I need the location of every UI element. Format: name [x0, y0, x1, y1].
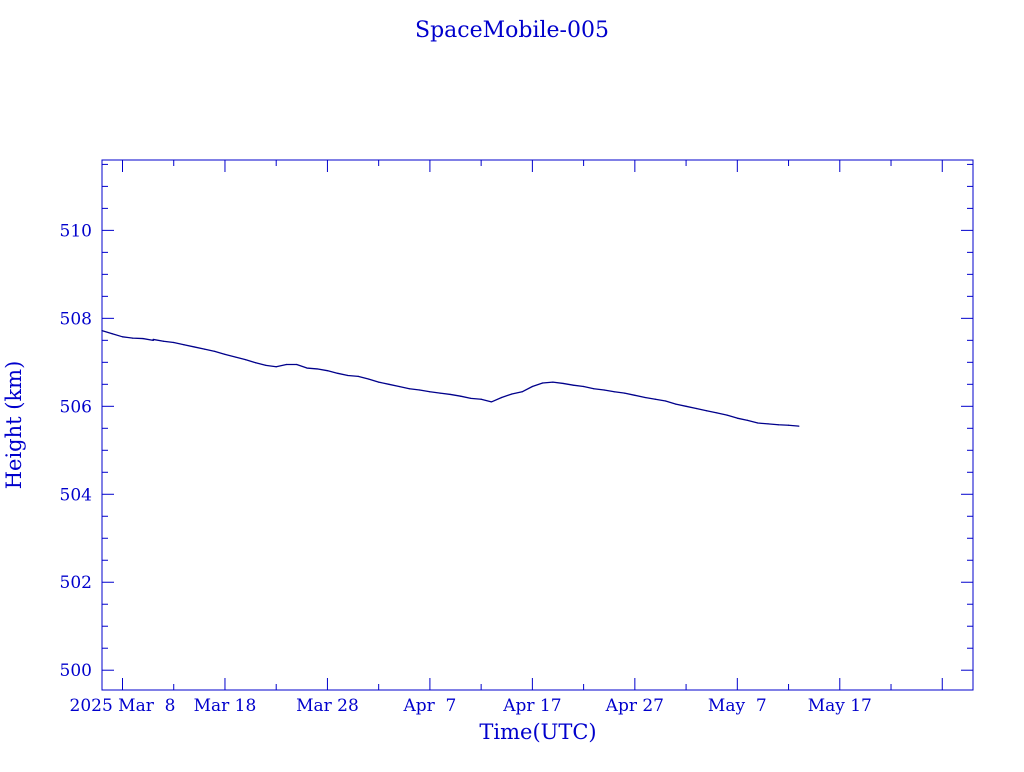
data-point — [275, 366, 277, 368]
x-tick-label: Apr 27 — [605, 696, 664, 716]
data-point — [736, 417, 738, 419]
data-point — [306, 367, 308, 369]
data-point — [572, 384, 574, 386]
data-point — [296, 363, 298, 366]
data-point — [552, 381, 554, 383]
data-point — [398, 385, 400, 388]
x-tick-label: Mar 18 — [194, 696, 257, 716]
data-point — [121, 336, 124, 338]
data-point — [316, 368, 318, 370]
data-point — [521, 391, 523, 393]
data-point — [644, 396, 646, 399]
data-point — [439, 392, 441, 394]
data-point — [419, 389, 421, 391]
data-point — [777, 424, 779, 426]
data-point — [798, 425, 800, 427]
y-tick-label: 502 — [60, 573, 92, 593]
data-point — [746, 419, 749, 421]
data-point — [583, 385, 585, 388]
data-point — [224, 353, 226, 356]
data-point — [408, 388, 411, 390]
x-tick-label: Apr 17 — [502, 696, 561, 716]
data-point — [705, 410, 708, 412]
y-axis: 500 502 504 506 508 510 — [60, 163, 973, 681]
data-point — [562, 382, 564, 385]
data-point — [132, 337, 134, 339]
data-point — [716, 412, 718, 414]
series-layer — [101, 330, 800, 427]
data-point — [511, 393, 513, 395]
data-point — [111, 333, 113, 335]
data-point — [285, 363, 288, 366]
data-point — [593, 388, 595, 390]
data-point — [634, 394, 636, 396]
data-point — [378, 381, 380, 383]
data-point — [142, 337, 144, 340]
data-point — [357, 375, 359, 377]
x-tick-label: May 17 — [808, 696, 872, 716]
data-point — [152, 339, 154, 341]
y-tick-label: 508 — [60, 309, 92, 329]
data-point — [603, 389, 605, 391]
data-point — [173, 341, 175, 344]
y-tick-label: 500 — [60, 661, 92, 681]
data-point — [654, 398, 656, 400]
x-axis: 2025 Mar 8 Mar 18 Mar 28 Apr 7 Apr 17 Apr 27 M… — [70, 160, 943, 716]
data-point — [234, 356, 236, 358]
data-point — [244, 359, 247, 361]
data-point — [787, 424, 790, 426]
data-point — [326, 370, 329, 372]
data-point — [193, 346, 195, 348]
data-point — [460, 395, 462, 397]
data-point — [449, 393, 451, 396]
data-point — [685, 405, 687, 407]
data-point — [203, 348, 206, 350]
data-point — [767, 423, 769, 425]
chart-title: SpaceMobile-005 — [415, 18, 609, 43]
data-point — [531, 385, 533, 388]
data-point — [367, 378, 370, 380]
data-point — [255, 362, 257, 364]
data-point — [664, 400, 667, 402]
data-point — [183, 344, 185, 346]
y-tick-label: 504 — [60, 485, 92, 505]
data-point — [265, 364, 267, 366]
data-point — [101, 330, 103, 332]
y-tick-label: 506 — [60, 397, 92, 417]
y-tick-label: 510 — [60, 221, 92, 241]
x-tick-label: Apr 7 — [402, 696, 456, 716]
x-axis-label: Time(UTC) — [479, 720, 596, 744]
x-tick-label: Mar 28 — [296, 696, 359, 716]
data-point — [162, 340, 165, 342]
data-point — [726, 414, 728, 416]
data-point — [675, 403, 677, 405]
x-tick-label: 2025 Mar 8 — [70, 696, 176, 716]
data-point — [152, 338, 154, 341]
data-point — [613, 391, 615, 393]
data-point — [542, 382, 544, 384]
data-point — [214, 350, 216, 352]
data-point — [388, 383, 390, 385]
plot-frame — [101, 159, 974, 691]
series-line — [101, 330, 799, 427]
data-point — [624, 392, 626, 394]
data-point — [757, 422, 759, 424]
data-point — [695, 407, 697, 410]
data-point — [347, 374, 349, 377]
data-point — [490, 401, 492, 403]
data-point — [501, 396, 503, 399]
data-point — [429, 391, 431, 393]
data-point — [337, 372, 339, 374]
x-tick-label: May 7 — [708, 696, 767, 716]
data-point — [480, 398, 482, 400]
y-axis-label: Height (km) — [2, 361, 26, 490]
data-point — [470, 397, 472, 399]
